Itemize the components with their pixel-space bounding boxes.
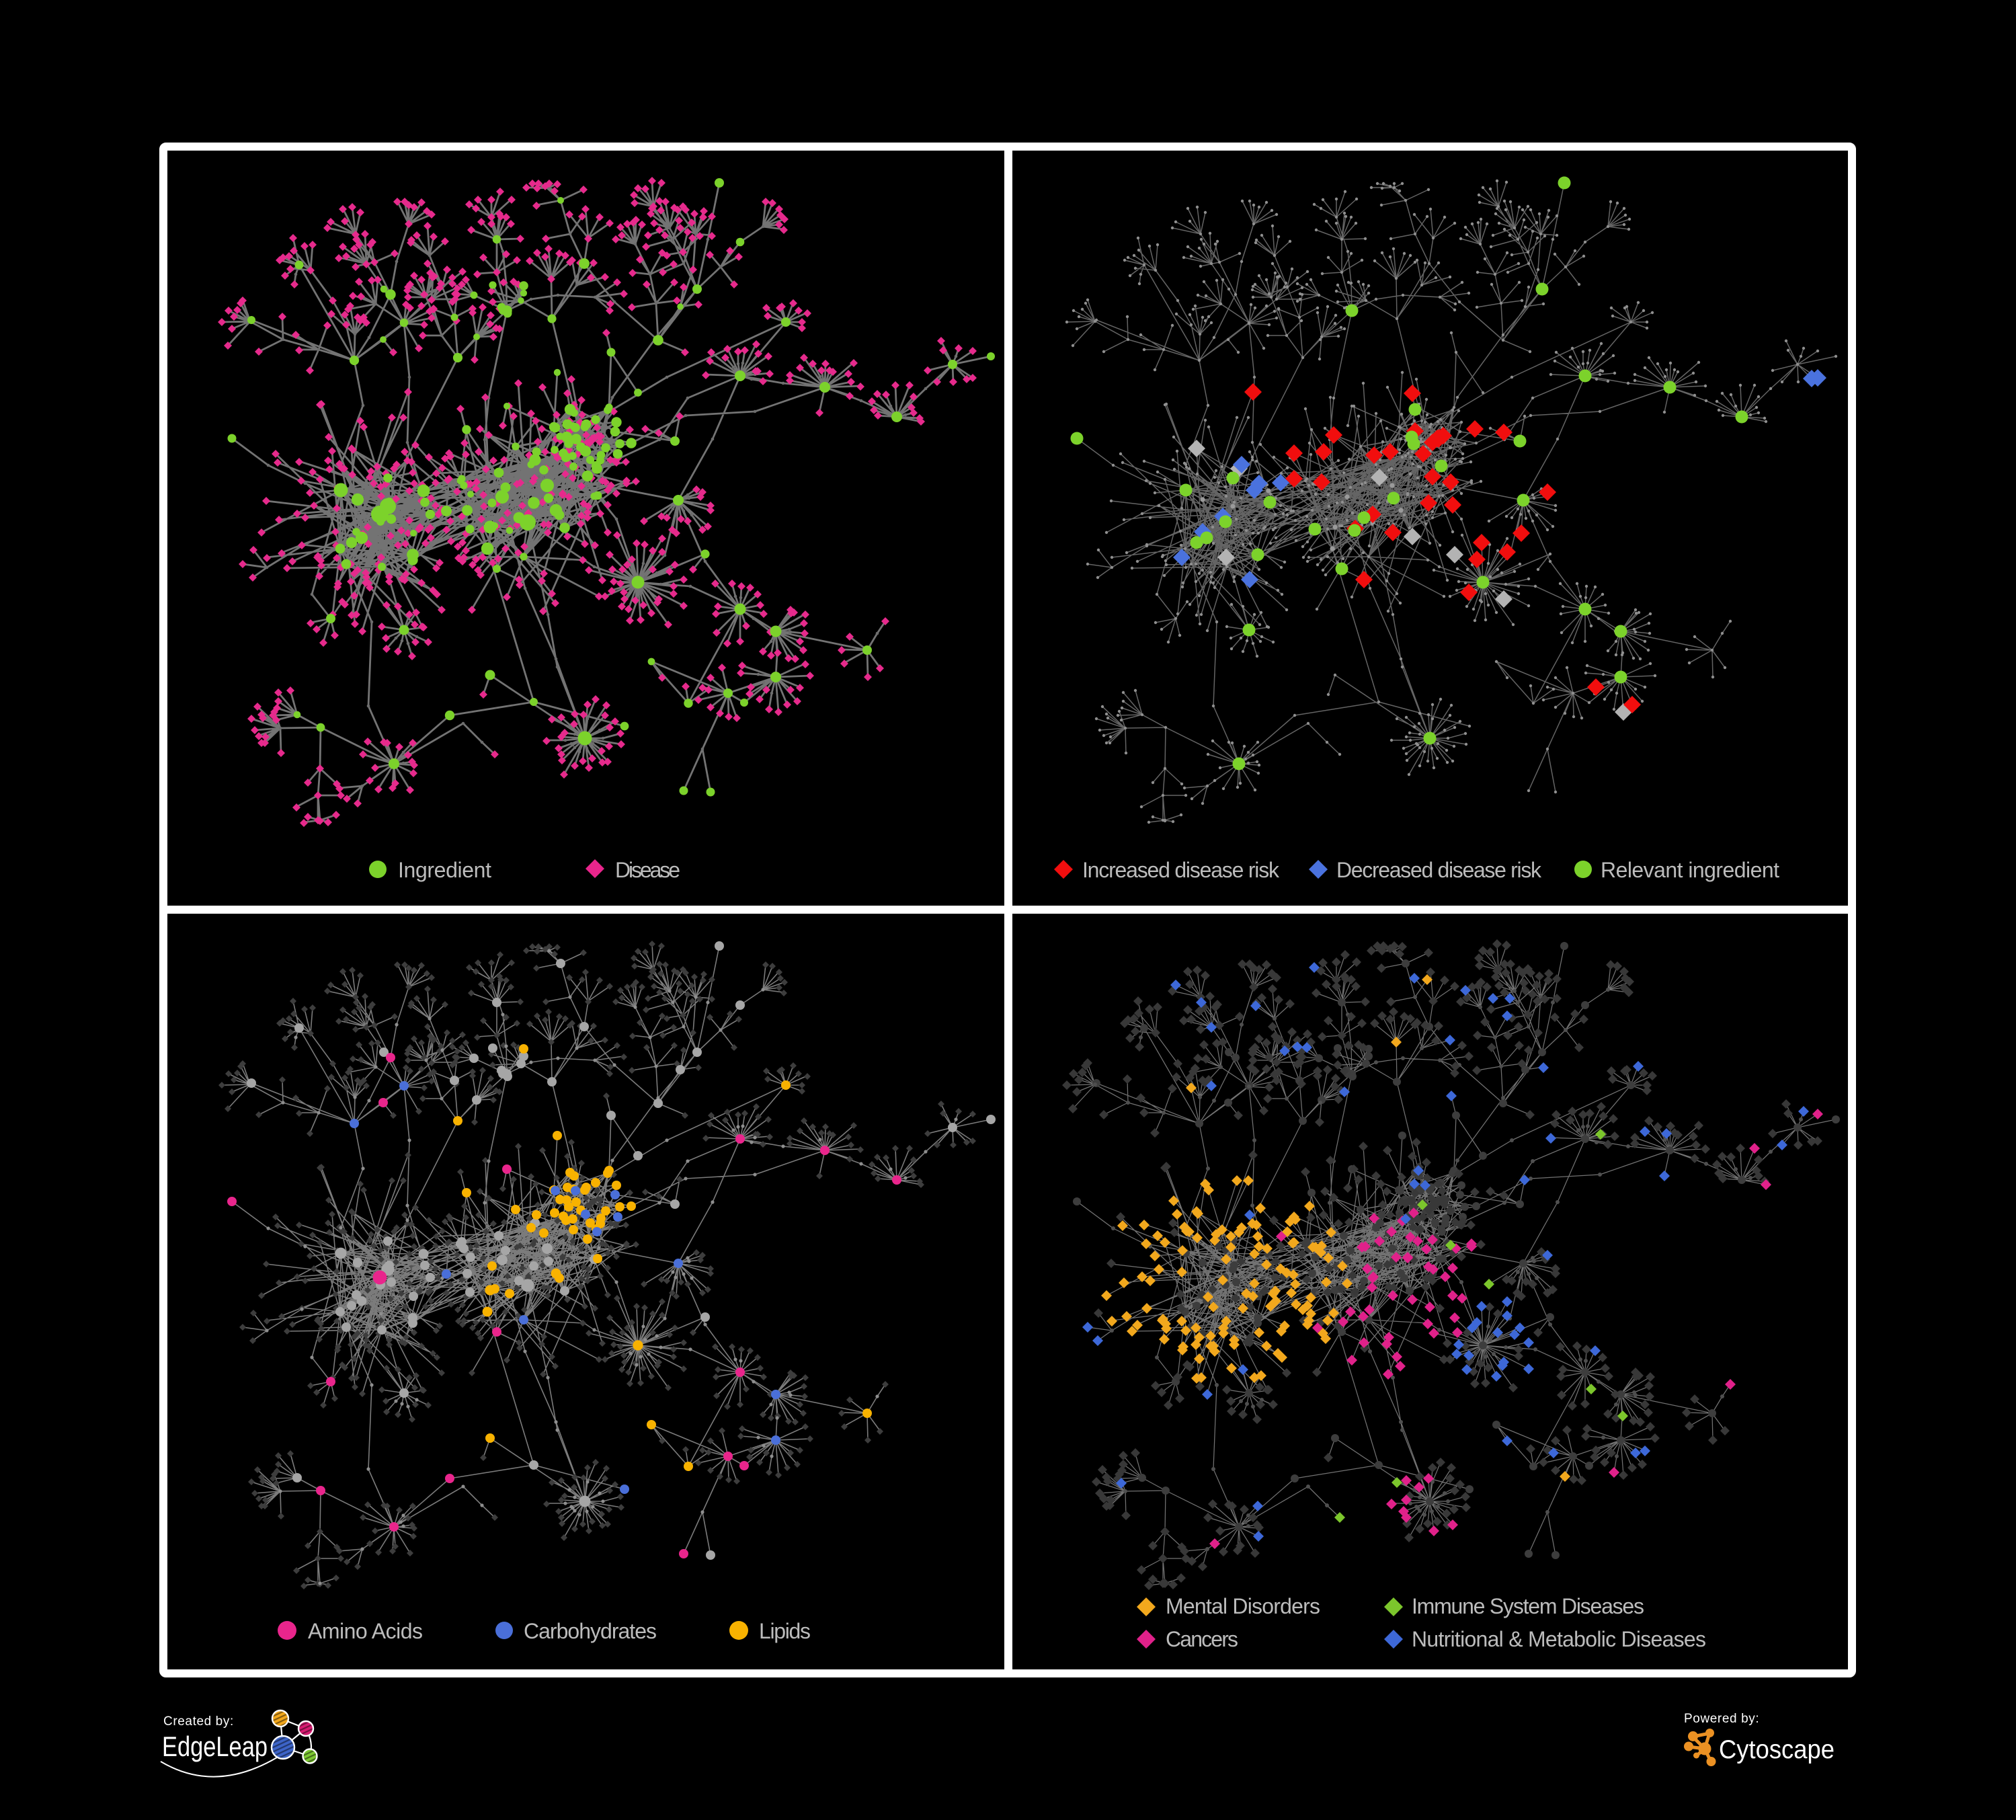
svg-text:Amino Acids: Amino Acids (308, 1619, 423, 1643)
svg-text:Carbohydrates: Carbohydrates (524, 1619, 657, 1643)
svg-text:Immune System Diseases: Immune System Diseases (1412, 1594, 1644, 1618)
svg-text:Mental Disorders: Mental Disorders (1166, 1594, 1320, 1618)
svg-text:Relevant ingredient: Relevant ingredient (1601, 858, 1779, 882)
svg-text:EdgeLeap: EdgeLeap (162, 1731, 268, 1762)
svg-text:Disease: Disease (615, 858, 680, 882)
svg-text:Cancers: Cancers (1166, 1627, 1238, 1651)
svg-text:Lipids: Lipids (759, 1619, 811, 1643)
svg-text:Increased disease risk: Increased disease risk (1082, 858, 1280, 882)
svg-text:Created by:: Created by: (163, 1714, 234, 1729)
svg-text:Powered by:: Powered by: (1684, 1712, 1759, 1726)
svg-text:Cytoscape: Cytoscape (1719, 1735, 1834, 1764)
svg-text:Nutritional & Metabolic Diseas: Nutritional & Metabolic Diseases (1412, 1627, 1706, 1651)
svg-text:Ingredient: Ingredient (398, 858, 491, 882)
svg-text:Decreased disease risk: Decreased disease risk (1336, 858, 1542, 882)
